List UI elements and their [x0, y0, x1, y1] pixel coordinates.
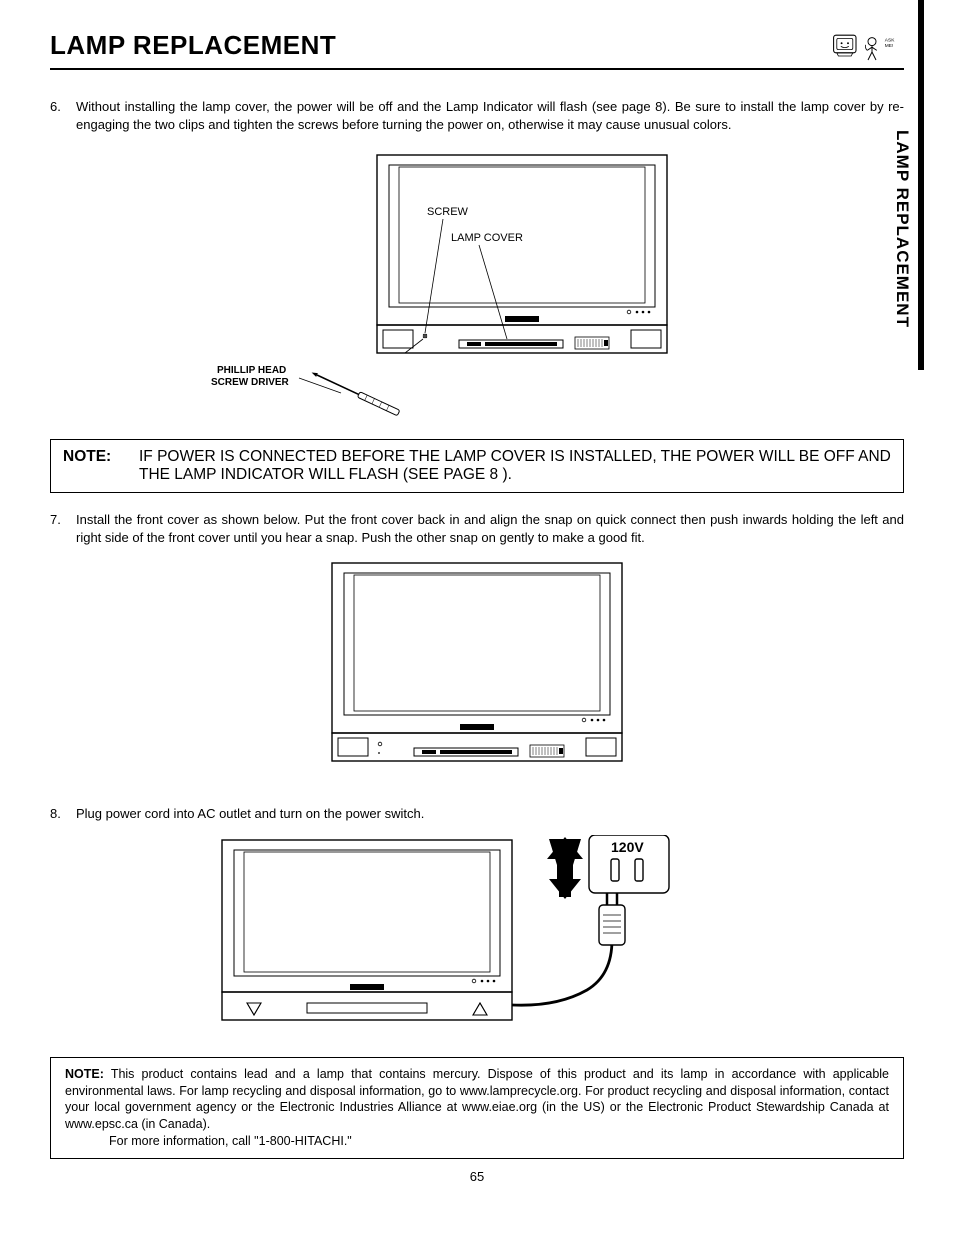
- note2-label: NOTE:: [65, 1067, 104, 1081]
- note2-text1: This product contains lead and a lamp th…: [65, 1067, 889, 1132]
- note-label: NOTE:: [63, 448, 139, 484]
- note-text: IF POWER IS CONNECTED BEFORE THE LAMP CO…: [139, 448, 891, 484]
- askme-icon: ASK ME!: [832, 30, 904, 66]
- page-title: LAMP REPLACEMENT: [50, 30, 336, 61]
- askme-text: ASK: [885, 38, 895, 44]
- step-7: 7. Install the front cover as shown belo…: [50, 511, 904, 546]
- step-text: Plug power cord into AC outlet and turn …: [76, 805, 424, 823]
- screwdriver-label-2: SCREW DRIVER: [211, 377, 290, 388]
- step-8: 8. Plug power cord into AC outlet and tu…: [50, 805, 904, 823]
- screw-label: SCREW: [427, 206, 469, 218]
- page-number: 65: [50, 1169, 904, 1184]
- title-underline: [50, 68, 904, 70]
- step-num: 6.: [50, 98, 76, 133]
- step-text: Without installing the lamp cover, the p…: [76, 98, 904, 133]
- header-row: LAMP REPLACEMENT ASK ME!: [50, 30, 904, 66]
- step-text: Install the front cover as shown below. …: [76, 511, 904, 546]
- outlet-label: 120V: [611, 839, 644, 855]
- screwdriver-label-1: PHILLIP HEAD: [217, 365, 286, 376]
- side-tab: LAMP REPLACEMENT: [892, 130, 912, 328]
- diagram-1: SCREW LAMP COVER PHILLIP HEAD SCREW DRIV…: [50, 145, 904, 425]
- lampcover-label: LAMP COVER: [451, 232, 523, 244]
- step-num: 8.: [50, 805, 76, 823]
- page-content: LAMP REPLACEMENT ASK ME! 6. Without inst…: [0, 0, 954, 1204]
- diagram-3: 120V: [50, 835, 904, 1035]
- step-num: 7.: [50, 511, 76, 546]
- note-box-1: NOTE: IF POWER IS CONNECTED BEFORE THE L…: [50, 439, 904, 493]
- side-stripe: [918, 0, 924, 370]
- note-box-2: NOTE: This product contains lead and a l…: [50, 1057, 904, 1159]
- askme-text2: ME!: [885, 43, 894, 49]
- note2-text2: For more information, call "1-800-HITACH…: [65, 1133, 889, 1150]
- step-6: 6. Without installing the lamp cover, th…: [50, 98, 904, 133]
- diagram-2: [50, 558, 904, 783]
